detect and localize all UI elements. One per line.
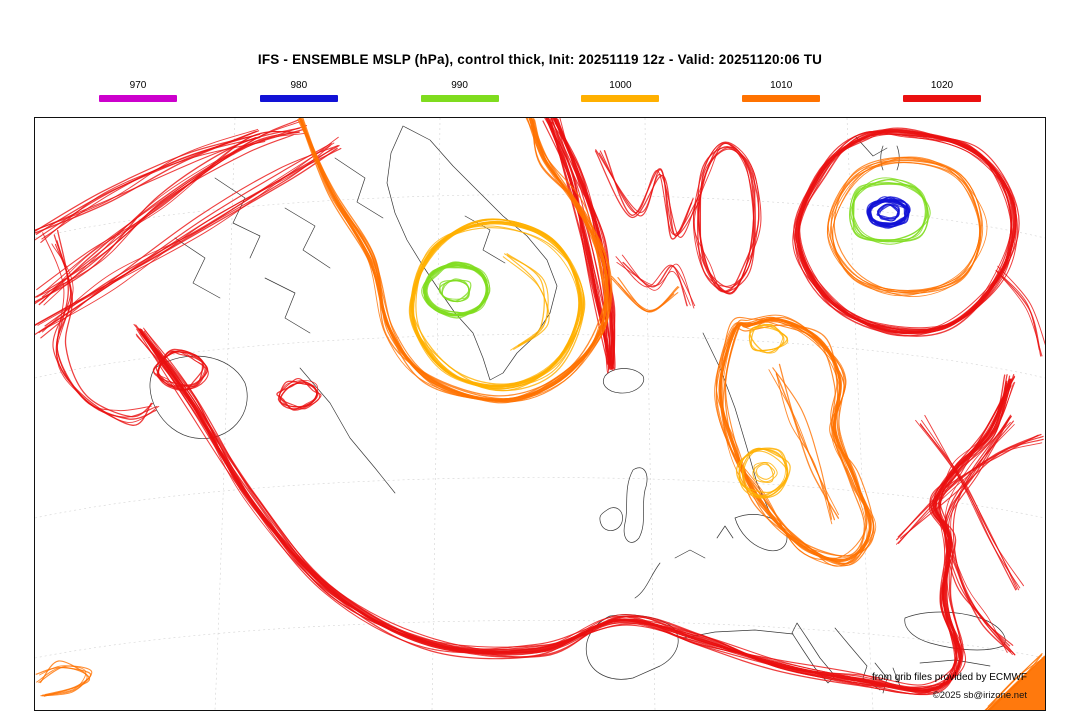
contours-1020 [915, 414, 1024, 591]
chart-title: IFS - ENSEMBLE MSLP (hPa), control thick… [257, 52, 823, 67]
legend-color-bar [581, 95, 660, 102]
contours-1010 [610, 275, 680, 313]
contours-1000 [502, 253, 550, 351]
contours-1020 [42, 229, 160, 426]
contours-1010 [768, 363, 840, 525]
contours-1000 [752, 461, 778, 483]
contours-1020 [895, 433, 1044, 545]
contours-1000 [735, 447, 791, 499]
legend-color-bar [99, 95, 177, 102]
contours-980 [876, 203, 901, 222]
contours-1020 [35, 136, 342, 339]
contours-1010 [35, 660, 93, 697]
contours-1020 [692, 141, 762, 295]
contours-990 [438, 278, 472, 303]
contours-1010 [984, 652, 1045, 710]
contours-1010 [714, 314, 877, 567]
contours-1020 [792, 127, 1020, 337]
contours-1020 [35, 128, 266, 243]
legend-color-bar [420, 95, 499, 102]
legend: 970 980 990 1000 1010 1020 [78, 80, 1002, 102]
contours-1010 [826, 156, 988, 297]
map-frame: from grib files provided by ECMWF ©2025 … [34, 117, 1046, 711]
legend-item-1020: 1020 [882, 80, 1002, 102]
legend-item-990: 990 [400, 80, 520, 102]
contours-990 [421, 261, 491, 319]
contours-1020 [594, 149, 701, 240]
legend-label: 1000 [609, 80, 632, 91]
contours-990 [849, 177, 931, 245]
contours-1020 [995, 265, 1045, 357]
legend-label: 990 [451, 80, 468, 91]
contours-1020 [615, 254, 696, 309]
contours-1020 [152, 348, 209, 392]
weather-map-svg [35, 118, 1045, 710]
contours-1000 [408, 218, 586, 392]
credit-ecmwf: from grib files provided by ECMWF [871, 672, 1027, 683]
legend-item-970: 970 [78, 80, 198, 102]
credit-copyright: ©2025 sb@irizone.net [932, 690, 1027, 701]
legend-label: 1010 [770, 80, 793, 91]
legend-color-bar [742, 95, 821, 102]
contours-1020 [276, 378, 322, 411]
contours-1020 [133, 323, 1016, 696]
legend-item-1010: 1010 [721, 80, 841, 102]
legend-label: 1020 [930, 80, 954, 91]
contours-1010 [297, 118, 613, 404]
legend-item-980: 980 [239, 80, 359, 102]
legend-color-bar [259, 95, 338, 102]
legend-label: 980 [290, 80, 308, 91]
legend-item-1000: 1000 [560, 80, 680, 102]
legend-label: 970 [129, 80, 147, 91]
legend-color-bar [902, 95, 981, 102]
contours-980 [867, 198, 909, 226]
contours-1000 [748, 323, 789, 354]
